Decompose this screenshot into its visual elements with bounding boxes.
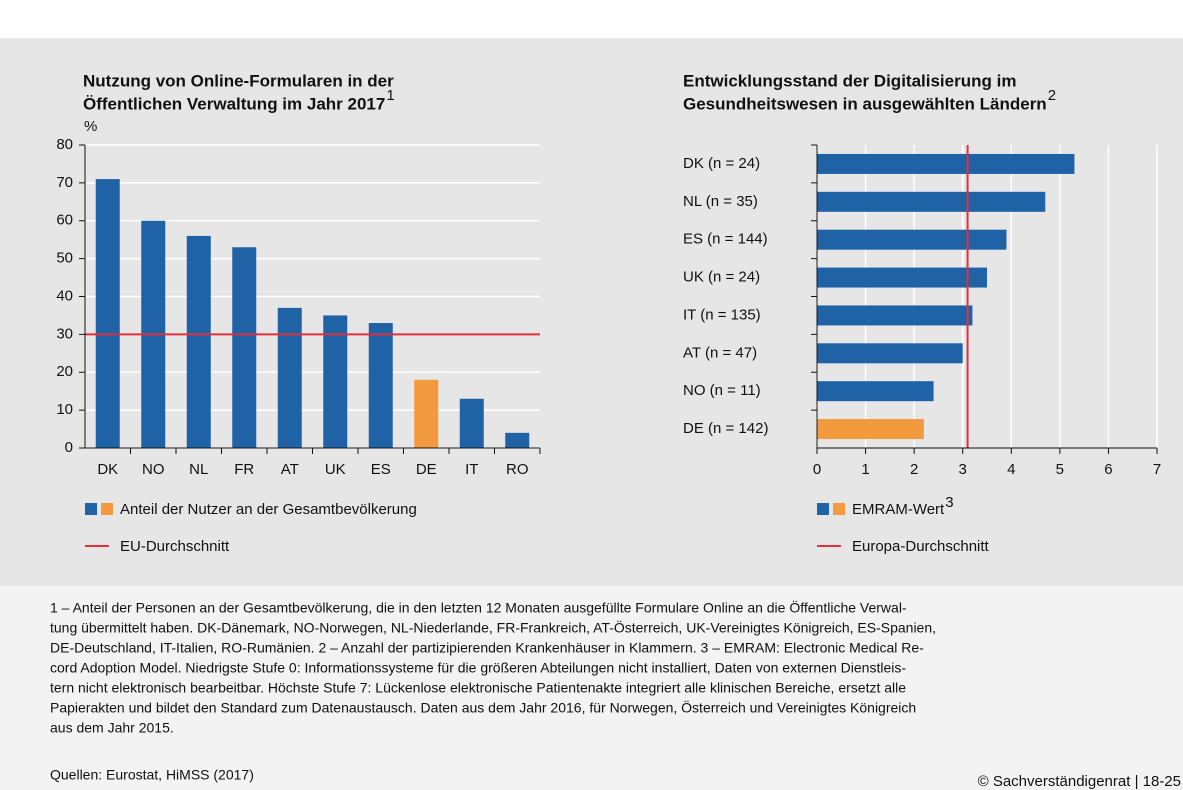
legend-swatch — [817, 503, 829, 515]
chart-title: Nutzung von Online-Formularen in der — [83, 71, 394, 90]
x-tick-label: AT — [281, 461, 299, 478]
x-tick-label: 1 — [861, 461, 869, 478]
footnote: DE-Deutschland, IT-Italien, RO-Rumänien.… — [50, 640, 924, 656]
x-tick-label: NL — [189, 461, 208, 478]
x-tick-label: RO — [506, 461, 529, 478]
x-tick-label: IT — [465, 461, 478, 478]
chart-title: Gesundheitswesen in ausgewählten Ländern — [683, 94, 1047, 113]
x-tick-label: FR — [234, 461, 254, 478]
bar — [232, 247, 257, 448]
legend-label: Europa-Durchschnitt — [852, 538, 990, 555]
footnote: cord Adoption Model. Niedrigste Stufe 0:… — [50, 660, 906, 676]
x-tick-label: DE — [416, 461, 437, 478]
bar — [817, 343, 963, 364]
footnote-panel — [0, 586, 1183, 790]
y-tick-label: NL (n = 35) — [683, 193, 758, 210]
bar — [817, 191, 1046, 212]
bar — [817, 305, 973, 326]
y-tick-label: UK (n = 24) — [683, 269, 760, 286]
chart-title: Entwicklungsstand der Digitalisierung im — [683, 71, 1016, 90]
bar — [817, 381, 934, 402]
x-tick-label: 2 — [910, 461, 918, 478]
bar — [817, 229, 1007, 250]
bar — [817, 267, 987, 288]
y-tick-label: 60 — [56, 212, 73, 229]
copyright: © Sachverständigenrat | 18-25 — [978, 773, 1181, 790]
legend-label: EMRAM-Wert — [852, 501, 945, 518]
y-tick-label: AT (n = 47) — [683, 344, 757, 361]
y-tick-label: 70 — [56, 174, 73, 191]
x-tick-label: 7 — [1153, 461, 1161, 478]
x-tick-label: 4 — [1007, 461, 1015, 478]
footnote: Papierakten und bildet den Standard zum … — [50, 699, 916, 716]
y-tick-label: 80 — [56, 136, 73, 153]
y-tick-label: 0 — [65, 439, 73, 456]
legend-swatch — [833, 503, 845, 515]
y-tick-label: 40 — [56, 287, 73, 304]
legend-label: EU-Durchschnitt — [120, 538, 230, 555]
x-tick-label: 6 — [1104, 461, 1112, 478]
bar — [186, 235, 211, 448]
chart-title: Öffentlichen Verwaltung im Jahr 2017 — [83, 94, 385, 113]
source: Quellen: Eurostat, HiMSS (2017) — [50, 767, 254, 783]
bar — [505, 432, 530, 448]
y-tick-label: 30 — [56, 325, 73, 342]
footnote: aus dem Jahr 2015. — [50, 720, 174, 736]
bar — [459, 398, 484, 448]
bar — [817, 419, 924, 440]
legend-note: 3 — [945, 494, 953, 511]
bar — [277, 307, 302, 448]
legend-label: Anteil der Nutzer an der Gesamtbevölkeru… — [120, 501, 417, 518]
footnote: tung übermittelt haben. DK-Dänemark, NO-… — [50, 619, 936, 636]
x-tick-label: 0 — [813, 461, 821, 478]
legend-swatch — [101, 503, 113, 515]
x-tick-label: UK — [325, 461, 346, 478]
y-tick-label: ES (n = 144) — [683, 231, 768, 248]
y-tick-label: 10 — [56, 401, 73, 418]
x-tick-label: 3 — [959, 461, 967, 478]
y-tick-label: 50 — [56, 250, 73, 267]
bar — [368, 323, 393, 448]
x-tick-label: DK — [97, 461, 118, 478]
bar — [414, 379, 439, 448]
y-tick-label: DK (n = 24) — [683, 155, 760, 172]
x-tick-label: NO — [142, 461, 165, 478]
bar — [323, 315, 348, 448]
footnote: 1 – Anteil der Personen an der Gesamtbev… — [50, 599, 907, 616]
y-tick-label: NO (n = 11) — [683, 382, 761, 399]
bar — [95, 179, 120, 448]
y-unit: % — [84, 118, 97, 135]
x-tick-label: 5 — [1056, 461, 1064, 478]
y-tick-label: IT (n = 135) — [683, 306, 761, 323]
title-note: 2 — [1048, 87, 1056, 104]
y-tick-label: DE (n = 142) — [683, 420, 768, 437]
legend-swatch — [85, 503, 97, 515]
y-tick-label: 20 — [56, 363, 73, 380]
bar — [817, 153, 1075, 174]
x-tick-label: ES — [371, 461, 391, 478]
title-note: 1 — [386, 87, 394, 104]
footnote: tern nicht elektronisch bearbeitbar. Höc… — [50, 680, 906, 696]
